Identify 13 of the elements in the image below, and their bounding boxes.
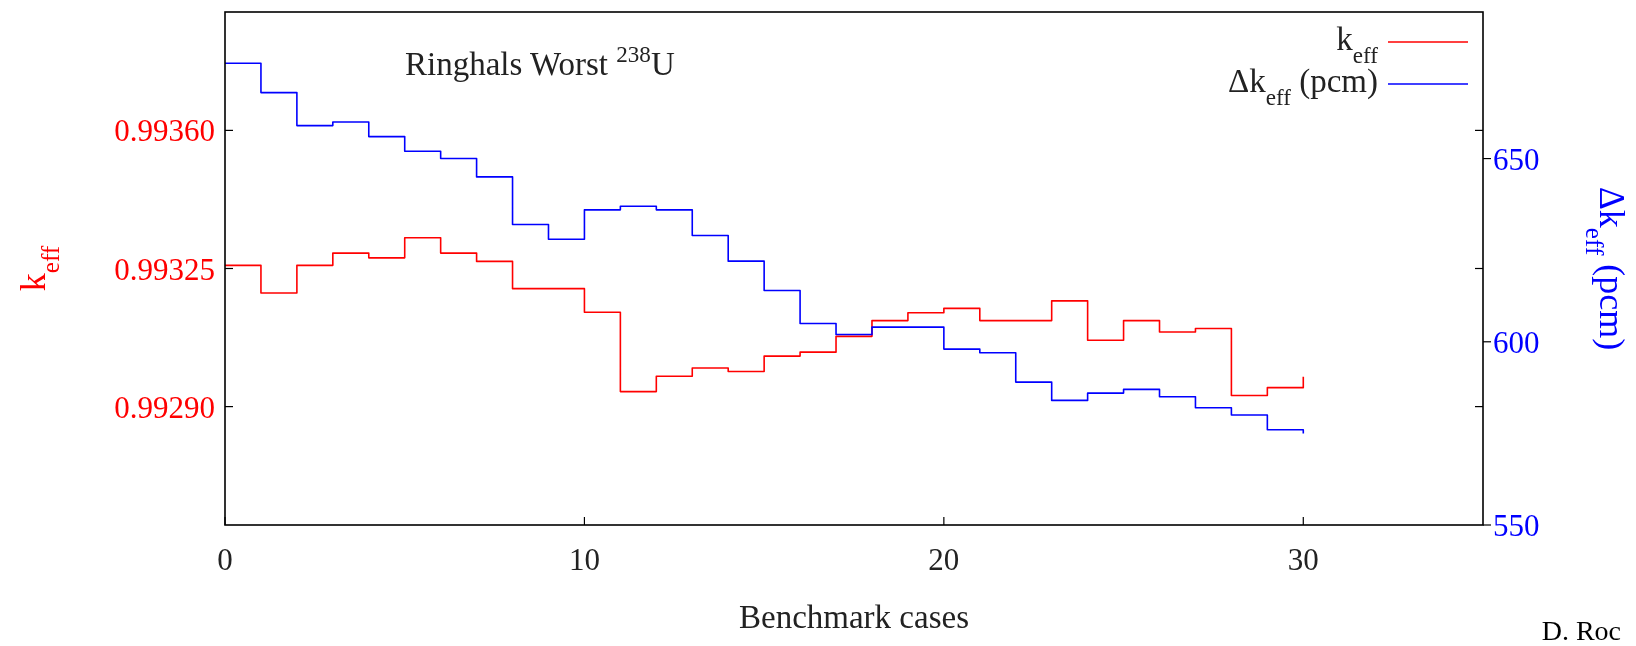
x-tick-label: 20 [928, 542, 960, 577]
annotation: Ringhals Worst $^{238}$U [405, 41, 675, 82]
text: D. Roc [1541, 615, 1621, 646]
x-tick-label: 30 [1287, 542, 1319, 577]
y2-tick-label: 650 [1493, 141, 1540, 177]
x-tick-label: 0 [217, 542, 233, 577]
y-tick-label: 0.99290 [114, 389, 215, 425]
y-tick-label: 0.99360 [114, 113, 215, 149]
y2-tick-label: 550 [1493, 508, 1540, 543]
y-tick-label: 0.99325 [114, 251, 215, 287]
x-axis-title: Benchmark cases [739, 599, 969, 635]
y2-tick-label: 600 [1493, 324, 1540, 360]
x-tick-label: 10 [568, 542, 600, 577]
